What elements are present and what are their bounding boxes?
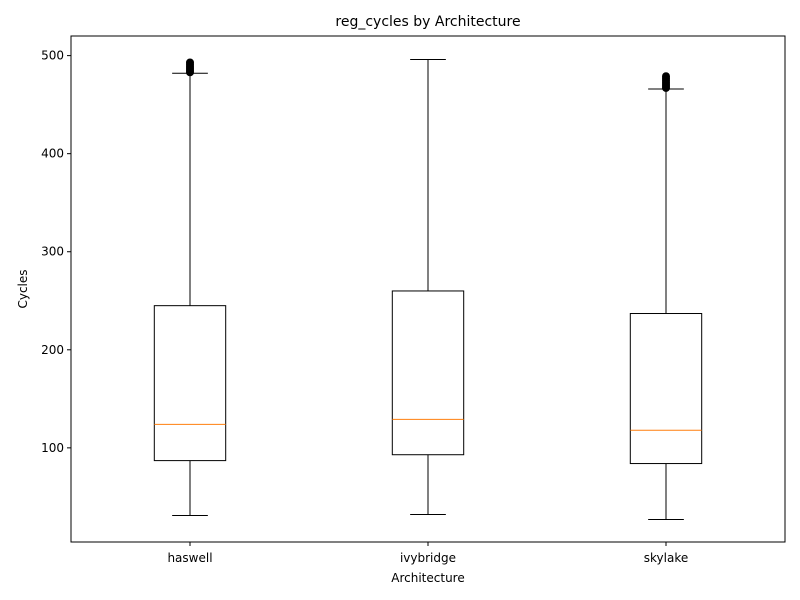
y-tick-label: 100 (41, 441, 64, 455)
box-skylake (629, 72, 703, 520)
iqr-box (629, 313, 703, 465)
box-ivybridge (391, 59, 465, 516)
iqr-box (391, 290, 465, 456)
y-tick-label: 400 (41, 147, 64, 161)
y-tick-label: 500 (41, 49, 64, 63)
x-tick-label-ivybridge: ivybridge (400, 551, 456, 565)
y-tick-label: 300 (41, 245, 64, 259)
outlier-point (186, 58, 194, 67)
iqr-box (153, 305, 227, 462)
chart-title: reg_cycles by Architecture (335, 14, 520, 30)
y-tick-label: 200 (41, 343, 64, 357)
box-haswell (153, 58, 227, 517)
box-series (153, 58, 703, 520)
x-tick-label-skylake: skylake (644, 551, 688, 565)
outlier-point (662, 72, 670, 81)
y-axis-label: Cycles (16, 269, 30, 308)
x-axis-label: Architecture (391, 571, 464, 585)
y-axis: 100 200 300 400 500 (41, 49, 71, 455)
x-tick-label-haswell: haswell (167, 551, 212, 565)
x-axis: haswell ivybridge skylake (167, 542, 688, 565)
